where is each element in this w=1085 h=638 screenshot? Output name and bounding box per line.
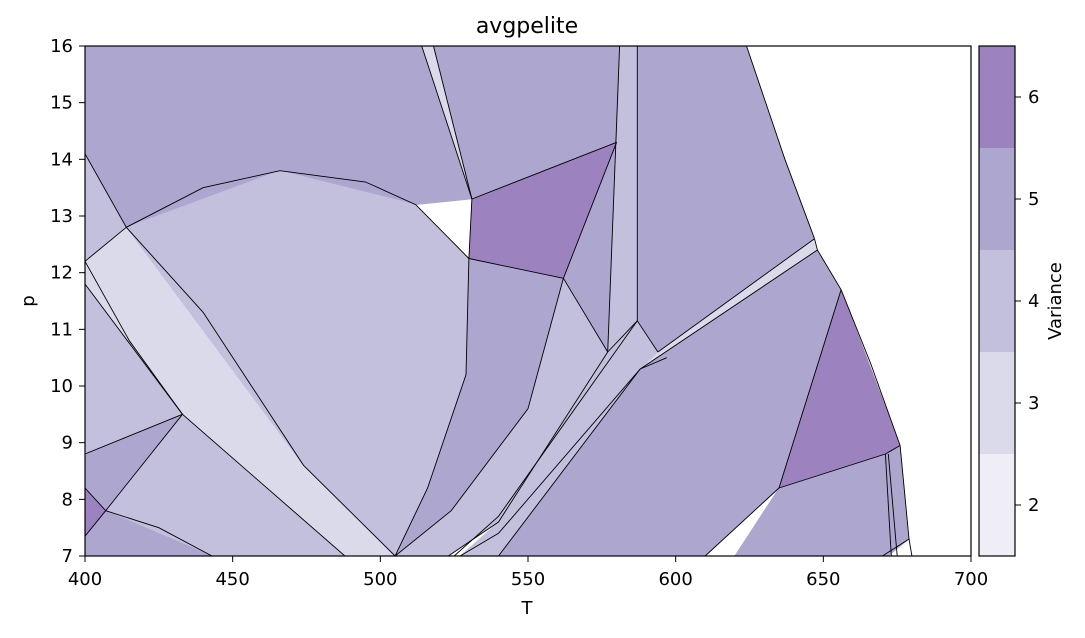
field-boundary-10 <box>433 46 473 200</box>
x-tick-label: 550 <box>511 569 545 590</box>
plot-area <box>85 46 971 556</box>
field-boundary-33 <box>459 368 641 556</box>
x-axis: 400 450 500 550 600 650 700 <box>68 556 988 590</box>
field-boundary-32 <box>453 320 638 556</box>
field-boundary-29 <box>887 453 898 556</box>
field-boundary-2 <box>125 226 396 556</box>
field-boundary-11 <box>471 141 617 200</box>
field-boundary-35 <box>640 357 667 370</box>
variance-fields <box>85 46 910 556</box>
x-tick-label: 700 <box>954 569 988 590</box>
field-boundary-15 <box>394 278 564 556</box>
colorbar-segment <box>979 352 1015 454</box>
field-boundary-28 <box>884 453 892 556</box>
colorbar-segment <box>979 148 1015 250</box>
colorbar-segment <box>979 250 1015 352</box>
field-boundary-14 <box>562 142 618 279</box>
y-tick-label: 16 <box>50 36 73 57</box>
colorbar-segment <box>979 46 1015 148</box>
field-boundary-34 <box>498 368 641 556</box>
field-boundary-22 <box>639 249 818 370</box>
field-boundary-4 <box>85 283 183 415</box>
field-boundary-13 <box>468 258 564 279</box>
colorbar-tick-label: 6 <box>1028 87 1039 108</box>
x-tick-label: 600 <box>658 569 692 590</box>
y-tick-label: 8 <box>62 489 73 510</box>
field-boundary-27 <box>704 487 780 556</box>
colorbar-tick-label: 4 <box>1028 291 1039 312</box>
chart-title: avgpelite <box>476 14 578 39</box>
y-tick-label: 9 <box>62 433 73 454</box>
field-boundary-5 <box>85 413 183 455</box>
field-boundary-8 <box>105 510 213 556</box>
colorbar-tick-label: 3 <box>1028 393 1039 414</box>
field-boundary-7 <box>85 510 107 537</box>
field-boundaries <box>85 46 913 556</box>
y-tick-label: 14 <box>50 149 73 170</box>
field-boundary-30 <box>882 538 910 556</box>
field-boundary-23 <box>814 238 842 290</box>
field-boundary-3 <box>85 261 346 556</box>
y-tick-label: 11 <box>50 319 73 340</box>
field-boundary-1 <box>126 170 470 259</box>
y-tick-label: 15 <box>50 93 73 114</box>
x-axis-label: T <box>521 598 534 619</box>
field-boundary-16 <box>563 278 609 353</box>
colorbar-tick-label: 5 <box>1028 189 1039 210</box>
x-tick-label: 650 <box>806 569 840 590</box>
field-boundary-21 <box>657 238 815 353</box>
x-tick-label: 500 <box>363 569 397 590</box>
colorbar-segment <box>979 454 1015 556</box>
y-axis: 7 8 9 10 11 12 13 14 15 16 <box>50 36 85 567</box>
field-boundary-9 <box>421 46 473 200</box>
field-boundary-31 <box>448 351 609 556</box>
y-tick-label: 7 <box>62 546 73 567</box>
field-boundary-25 <box>778 289 842 489</box>
y-axis-label: p <box>18 295 39 306</box>
y-tick-label: 13 <box>50 206 73 227</box>
field-boundary-17 <box>607 46 621 353</box>
x-tick-label: 450 <box>215 569 249 590</box>
y-tick-label: 12 <box>50 263 73 284</box>
x-tick-label: 400 <box>68 569 102 590</box>
field-boundary-20 <box>746 46 815 239</box>
colorbar-label: Variance <box>1045 262 1066 340</box>
colorbar: 2 3 4 5 6 <box>978 45 1039 557</box>
colorbar-tick-label: 2 <box>1028 495 1039 516</box>
field-boundary-12 <box>394 198 473 556</box>
y-tick-label: 10 <box>50 376 73 397</box>
